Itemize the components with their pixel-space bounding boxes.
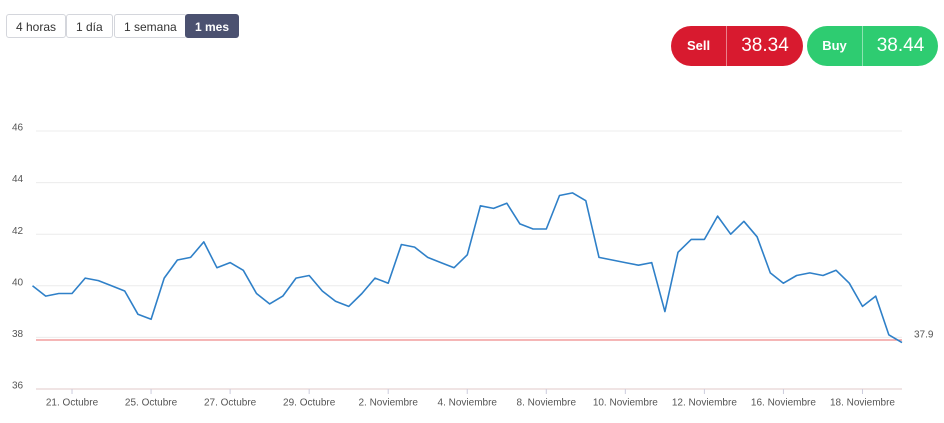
x-tick-label: 8. Noviembre [517,398,577,409]
x-tick-label: 25. Octubre [125,398,178,409]
x-tick-label: 21. Octubre [46,398,99,409]
x-tick-label: 2. Noviembre [358,398,418,409]
x-tick-label: 10. Noviembre [593,398,658,409]
sell-label: Sell [671,26,727,66]
x-tick-label: 18. Noviembre [830,398,895,409]
x-tick-label: 4. Noviembre [438,398,498,409]
y-tick-label: 44 [12,174,24,185]
y-tick-label: 40 [12,277,24,288]
y-tick-label: 42 [12,226,24,237]
x-tick-label: 16. Noviembre [751,398,816,409]
range-button[interactable]: 1 semana [114,14,187,38]
range-button[interactable]: 1 día [66,14,113,38]
range-button[interactable]: 4 horas [6,14,67,38]
x-tick-label: 29. Octubre [283,398,336,409]
y-tick-label: 46 [12,123,24,134]
sell-price: 38.34 [741,35,789,56]
x-tick-label: 12. Noviembre [672,398,737,409]
buy-price: 38.44 [876,35,925,56]
y-tick-label: 36 [12,381,24,392]
buy-label: Buy [807,26,863,66]
x-tick-label: 27. Octubre [204,398,257,409]
y-tick-label: 38 [12,329,24,340]
reference-label: 37.9 [914,330,934,341]
price-line [32,192,903,344]
sell-button[interactable]: Sell 38.34 [671,26,803,66]
range-button[interactable]: 1 mes [185,14,240,38]
buy-button[interactable]: Buy 38.44 [807,26,938,66]
